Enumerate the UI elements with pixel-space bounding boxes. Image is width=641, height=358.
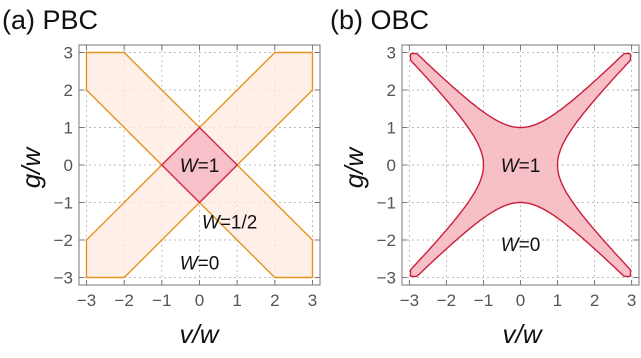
obc-plot-area: −3 −2 −1 0 1 2 3 −3 −2 −1 0 1 2 3 W=1 W=0: [377, 44, 640, 310]
pbc-region-label: W=0: [180, 254, 220, 275]
pbc-x-tick-label: 0: [195, 291, 204, 310]
obc-region-label: W=1: [501, 156, 541, 177]
obc-x-tick-label: −3: [400, 291, 419, 310]
pbc-y-tick-label: −2: [54, 231, 73, 250]
pbc-winding-one-region: [161, 126, 238, 204]
obc-x-tick-label: 2: [590, 291, 599, 310]
obc-y-tick-label: 1: [387, 119, 396, 138]
obc-y-tick-label: −2: [377, 231, 396, 250]
pbc-y-tick-label: −3: [54, 269, 73, 288]
pbc-y-tick-label: 1: [64, 119, 73, 138]
pbc-region-label: W=1: [180, 156, 220, 177]
obc-y-tick-label: 2: [387, 81, 396, 100]
pbc-x-tick-label: 1: [232, 291, 241, 310]
pbc-x-tick-label: −2: [114, 291, 133, 310]
obc-y-tick-label: 3: [387, 44, 396, 63]
pbc-y-tick-label: −1: [54, 194, 73, 213]
obc-x-tick-label: 1: [553, 291, 562, 310]
obc-winding-one-region: [409, 52, 632, 278]
pbc-x-tick-label: −1: [152, 291, 171, 310]
obc-panel: (b) OBC −3 −2 −1 0 1 2 3 −3 −2 −1 0 1 2 3 W=1 W=0 v/w g…: [330, 5, 640, 349]
obc-y-tick-label: −3: [377, 269, 396, 288]
pbc-x-tick-label: 2: [270, 291, 279, 310]
obc-y-tick-label: 0: [387, 156, 396, 175]
pbc-x-tick-label: 3: [308, 291, 317, 310]
obc-x-tick-label: −2: [437, 291, 456, 310]
obc-x-tick-label: −1: [474, 291, 493, 310]
pbc-y-tick-label: 2: [64, 81, 73, 100]
obc-panel-title: (b) OBC: [330, 5, 429, 35]
pbc-x-tick-label: −3: [77, 291, 96, 310]
obc-x-tick-label: 3: [627, 291, 636, 310]
obc-x-tick-label: 0: [516, 291, 525, 310]
pbc-panel-title: (a) PBC: [2, 5, 98, 35]
pbc-y-tick-label: 3: [64, 44, 73, 63]
pbc-plot-area: −3 −2 −1 0 1 2 3 −3 −2 −1 0 1 2 3 W=1 W=1/2 W=0: [54, 44, 321, 310]
pbc-x-axis-title: v/w: [180, 319, 221, 349]
obc-y-tick-label: −1: [377, 194, 396, 213]
pbc-y-axis-title: g/w: [16, 146, 46, 189]
pbc-panel: (a) PBC −3 −2 −1 0 1 2 3−3−2−10123W=1W=1/2W=0 …: [2, 5, 321, 349]
obc-region-label: W=0: [501, 235, 541, 256]
obc-y-axis-title: g/w: [339, 146, 369, 189]
pbc-y-tick-label: 0: [64, 156, 73, 175]
obc-x-axis-title: v/w: [503, 319, 544, 349]
pbc-region-label: W=1/2: [202, 212, 257, 233]
